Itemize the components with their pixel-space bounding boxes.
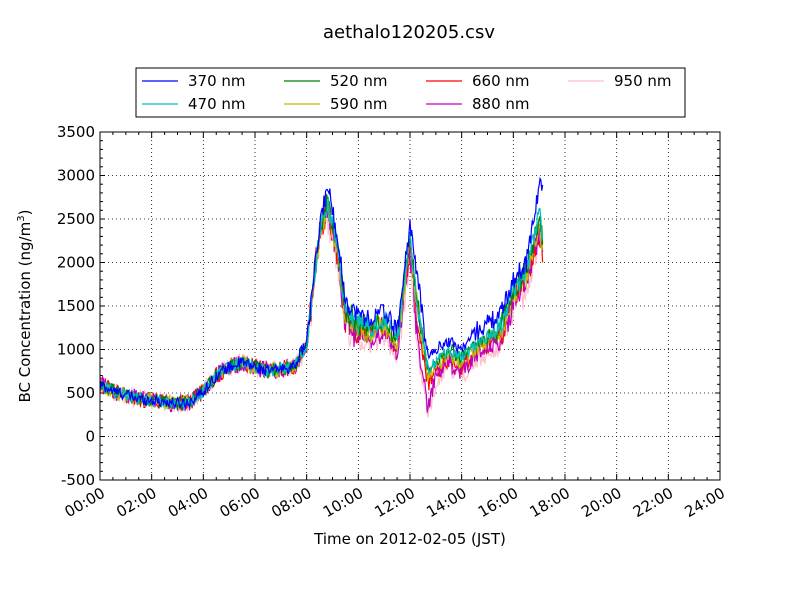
x-tick-label: 14:00 (423, 484, 469, 521)
series-line-470-nm (99, 196, 544, 411)
y-axis-label-main: BC Concentration (ng/m (16, 222, 34, 403)
chart-title: aethalo120205.csv (323, 22, 495, 43)
series-lines (99, 176, 544, 418)
x-tick-label: 18:00 (527, 484, 573, 521)
x-tick-label: 02:00 (113, 484, 159, 521)
legend-label: 520 nm (330, 72, 388, 90)
legend-label: 590 nm (330, 95, 388, 113)
x-tick-label: 22:00 (630, 484, 676, 521)
x-tick-label: 20:00 (578, 484, 624, 521)
legend-label: 370 nm (188, 72, 246, 90)
legend-label: 880 nm (472, 95, 530, 113)
legend: 370 nm 470 nm 520 nm 590 nm 660 nm 880 nm 950 … (135, 67, 686, 118)
x-tick-label: 08:00 (268, 484, 314, 521)
y-tick-label: 3000 (57, 167, 95, 185)
axis-ticks: -500 0 500 1000 1500 2000 2500 3000 3500 00:00 02:… (57, 123, 728, 521)
y-axis-label-superscript: 3 (16, 215, 27, 221)
y-tick-label: 0 (85, 428, 95, 446)
y-tick-label: 1000 (57, 341, 95, 359)
series-line-950-nm (99, 208, 543, 418)
y-tick-label: 500 (66, 384, 95, 402)
x-tick-label: 04:00 (165, 484, 211, 521)
x-tick-label: 12:00 (372, 484, 418, 521)
plot-frame (99, 131, 721, 481)
x-tick-label: 10:00 (320, 484, 366, 521)
legend-label: 470 nm (188, 95, 246, 113)
grid (100, 132, 720, 480)
legend-label: 660 nm (472, 72, 530, 90)
x-tick-label: 24:00 (682, 484, 728, 521)
y-axis-label: BC Concentration (ng/m3) (16, 210, 34, 403)
y-tick-label: 2500 (57, 210, 95, 228)
x-axis-label: Time on 2012-02-05 (JST) (313, 530, 506, 548)
y-tick-label: -500 (61, 471, 95, 489)
y-tick-label: 3500 (57, 123, 95, 141)
legend-box (135, 67, 686, 118)
x-tick-label: 06:00 (217, 484, 263, 521)
series-line-370-nm (99, 176, 544, 410)
legend-label: 950 nm (614, 72, 672, 90)
y-axis-label-end: ) (16, 210, 34, 216)
y-tick-label: 1500 (57, 297, 95, 315)
x-tick-label: 00:00 (62, 484, 108, 521)
y-tick-label: 2000 (57, 254, 95, 272)
x-tick-label: 16:00 (475, 484, 521, 521)
